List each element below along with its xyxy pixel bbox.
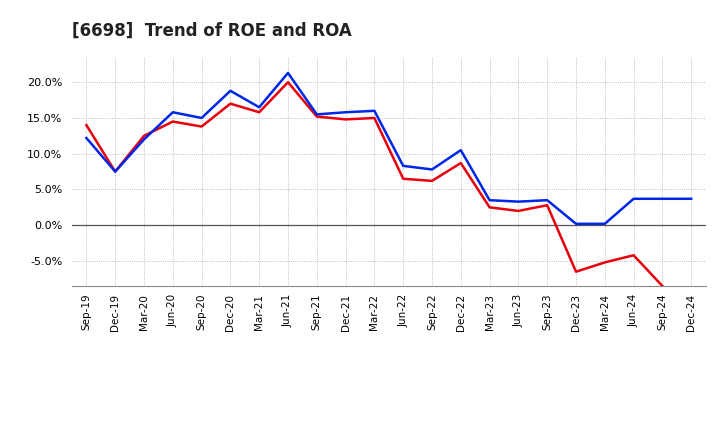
ROE: [485, 205, 494, 210]
ROE: [312, 114, 321, 119]
ROA: [82, 136, 91, 141]
ROE: [284, 80, 292, 85]
ROE: [111, 169, 120, 174]
ROA: [485, 198, 494, 203]
ROE: [255, 110, 264, 115]
ROA: [543, 198, 552, 203]
ROA: [658, 196, 667, 202]
ROE: [82, 122, 91, 128]
ROA: [140, 137, 148, 142]
ROE: [658, 283, 667, 289]
ROA: [226, 88, 235, 93]
ROE: [428, 178, 436, 183]
ROA: [514, 199, 523, 204]
ROA: [629, 196, 638, 202]
ROA: [168, 110, 177, 115]
Line: ROA: ROA: [86, 73, 691, 224]
Line: ROE: ROE: [86, 82, 662, 286]
ROA: [111, 169, 120, 174]
ROA: [428, 167, 436, 172]
ROE: [572, 269, 580, 275]
ROA: [687, 196, 696, 202]
ROE: [226, 101, 235, 106]
ROA: [399, 163, 408, 169]
ROA: [284, 70, 292, 76]
ROA: [255, 105, 264, 110]
ROE: [197, 124, 206, 129]
Text: [6698]  Trend of ROE and ROA: [6698] Trend of ROE and ROA: [72, 22, 352, 40]
ROE: [370, 115, 379, 121]
ROE: [514, 208, 523, 213]
ROA: [572, 221, 580, 227]
ROA: [456, 147, 465, 153]
ROE: [341, 117, 350, 122]
ROE: [140, 133, 148, 139]
ROE: [543, 202, 552, 208]
ROA: [197, 115, 206, 121]
ROE: [399, 176, 408, 181]
ROE: [456, 160, 465, 165]
ROE: [168, 119, 177, 124]
ROE: [629, 253, 638, 258]
ROA: [370, 108, 379, 114]
ROA: [341, 110, 350, 115]
ROA: [600, 221, 609, 227]
ROA: [312, 112, 321, 117]
ROE: [600, 260, 609, 265]
